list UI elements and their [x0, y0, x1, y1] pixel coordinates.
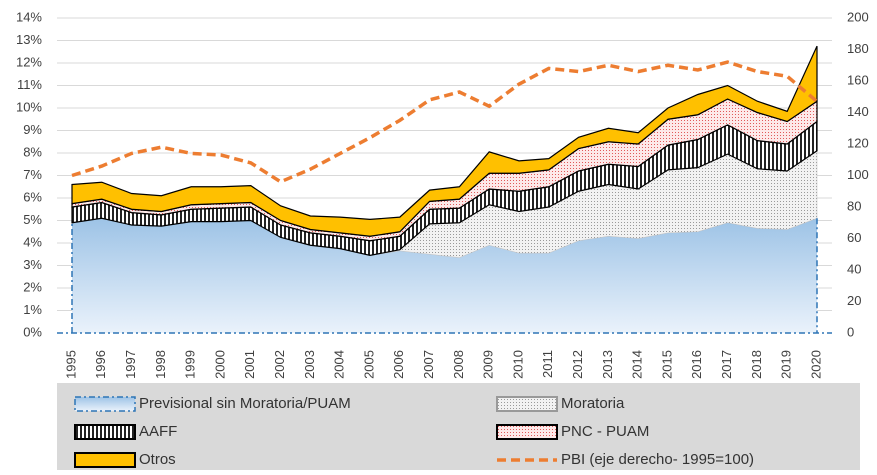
y2-tick-label: 80	[847, 198, 861, 213]
legend-label: Previsional sin Moratoria/PUAM	[139, 395, 351, 412]
y-tick-label: 8%	[23, 144, 42, 159]
line	[71, 60, 819, 184]
x-tick-label: 2019	[779, 350, 794, 379]
x-tick-label: 1998	[153, 350, 168, 379]
y-tick-label: 10%	[16, 99, 42, 114]
x-tick-label: 1996	[93, 350, 108, 379]
y-tick-label: 11%	[17, 77, 42, 92]
x-tick-label: 1997	[123, 350, 138, 379]
y-tick-label: 1%	[23, 302, 42, 317]
legend-label: Moratoria	[561, 395, 625, 412]
y-tick-label: 6%	[23, 189, 42, 204]
x-tick-label: 2014	[630, 350, 645, 379]
y2-tick-label: 200	[847, 9, 869, 24]
x-tick-label: 2005	[361, 350, 376, 379]
y-tick-label: 9%	[23, 122, 42, 137]
legend-swatch	[74, 452, 136, 468]
y2-tick-label: 20	[847, 293, 861, 308]
x-tick-label: 2004	[332, 350, 347, 379]
area-edge	[57, 218, 832, 334]
x-tick-label: 1999	[183, 350, 198, 379]
x-tick-label: 2006	[391, 350, 406, 379]
y2-tick-label: 60	[847, 230, 861, 245]
legend-swatch	[496, 424, 558, 440]
legend-label: PNC - PUAM	[561, 423, 649, 440]
legend-swatch	[496, 396, 558, 412]
y2-tick-label: 0	[847, 324, 854, 339]
y-tick-label: 5%	[23, 212, 42, 227]
legend-swatch	[74, 396, 136, 412]
x-tick-label: 2009	[481, 350, 496, 379]
y2-tick-label: 140	[847, 104, 869, 119]
y-tick-label: 14%	[16, 9, 42, 24]
y-tick-label: 13%	[16, 32, 42, 47]
x-tick-label: 2001	[242, 350, 257, 379]
y2-tick-label: 160	[847, 72, 869, 87]
x-tick-label: 2011	[540, 350, 555, 378]
x-tick-label: 2018	[749, 350, 764, 379]
y-tick-label: 3%	[23, 257, 42, 272]
y2-tick-label: 40	[847, 261, 861, 276]
legend-swatch	[74, 424, 136, 440]
y-tick-label: 12%	[16, 54, 42, 69]
legend-box	[57, 383, 860, 470]
x-tick-label: 2017	[719, 350, 734, 379]
x-tick-label: 1995	[63, 350, 78, 379]
y2-tick-label: 120	[847, 135, 869, 150]
x-tick-label: 2010	[510, 350, 525, 379]
y2-tick-label: 180	[847, 41, 869, 56]
x-tick-label: 2013	[600, 350, 615, 379]
y-tick-label: 2%	[23, 279, 42, 294]
legend-label: PBI (eje derecho- 1995=100)	[561, 451, 754, 468]
x-tick-label: 2007	[421, 350, 436, 379]
x-tick-label: 2002	[272, 350, 287, 379]
y-tick-label: 4%	[23, 234, 42, 249]
x-tick-label: 2015	[659, 350, 674, 379]
area	[72, 218, 817, 333]
x-tick-label: 2012	[570, 350, 585, 379]
y-tick-label: 0%	[23, 324, 42, 339]
x-tick-label: 2000	[212, 350, 227, 379]
x-tick-label: 2016	[689, 350, 704, 379]
y-tick-label: 7%	[23, 167, 42, 182]
y2-tick-label: 100	[847, 167, 869, 182]
area	[71, 45, 818, 237]
legend-label: Otros	[139, 451, 176, 468]
legend-label: AAFF	[139, 423, 177, 440]
x-tick-label: 2020	[808, 350, 823, 379]
x-tick-label: 2008	[451, 350, 466, 379]
x-tick-label: 2003	[302, 350, 317, 379]
